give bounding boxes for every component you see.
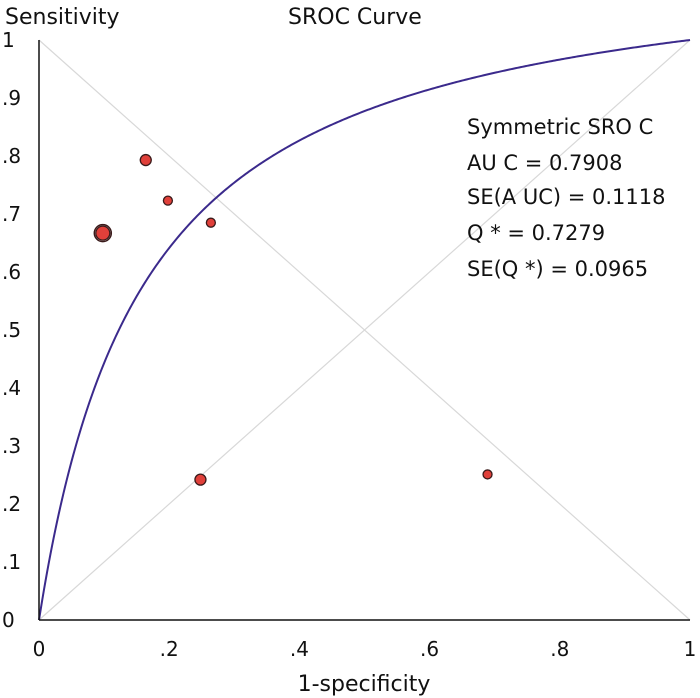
annotation-line-1: Symmetric SRO C bbox=[467, 115, 653, 139]
data-point bbox=[162, 195, 174, 206]
x-tick-labels: 0 .2 .4 .6 .8 1 bbox=[33, 637, 697, 661]
data-point bbox=[139, 153, 152, 167]
x-tick-label: .8 bbox=[550, 637, 569, 661]
annotation-line-2: AU C = 0.7908 bbox=[467, 151, 623, 175]
y-tick-label: 1 bbox=[2, 28, 15, 52]
data-point-ring bbox=[93, 223, 113, 243]
y-axis-label: Sensitivity bbox=[5, 5, 120, 30]
y-tick-label: 0 bbox=[2, 608, 15, 632]
y-tick-label: .8 bbox=[2, 144, 21, 168]
y-tick-label: .7 bbox=[2, 202, 21, 226]
x-axis-label: 1-specificity bbox=[298, 672, 431, 697]
data-point bbox=[482, 469, 493, 480]
diagonal-lines bbox=[38, 39, 691, 621]
stats-annotation: Symmetric SRO C AU C = 0.7908 SE(A UC) =… bbox=[467, 115, 666, 281]
y-tick-label: .6 bbox=[2, 260, 21, 284]
sroc-curve bbox=[38, 39, 691, 621]
y-tick-label: .5 bbox=[2, 318, 21, 342]
y-tick-label: .2 bbox=[2, 492, 21, 516]
data-points bbox=[93, 153, 493, 486]
y-tick-labels: 0 .1 .2 .3 .4 .5 .6 .7 .8 .9 1 bbox=[2, 28, 21, 632]
x-tick-label: 1 bbox=[684, 637, 697, 661]
sroc-curve-layer bbox=[38, 39, 691, 621]
annotation-line-4: Q * = 0.7279 bbox=[467, 221, 605, 245]
y-tick-label: .4 bbox=[2, 376, 21, 400]
annotation-line-3: SE(A UC) = 0.1118 bbox=[467, 185, 666, 209]
annotation-line-5: SE(Q *) = 0.0965 bbox=[467, 257, 648, 281]
x-tick-label: .4 bbox=[290, 637, 309, 661]
axes bbox=[38, 40, 690, 621]
data-point bbox=[205, 217, 217, 228]
y-tick-label: .3 bbox=[2, 434, 21, 458]
y-tick-label: .1 bbox=[2, 550, 21, 574]
y-tick-label: .9 bbox=[2, 86, 21, 110]
x-tick-label: .6 bbox=[420, 637, 439, 661]
diagonal-line-descending bbox=[38, 39, 691, 621]
chart-title: SROC Curve bbox=[288, 5, 422, 30]
data-point bbox=[194, 473, 207, 486]
x-tick-label: 0 bbox=[33, 637, 46, 661]
x-tick-label: .2 bbox=[160, 637, 179, 661]
data-point bbox=[95, 225, 111, 241]
